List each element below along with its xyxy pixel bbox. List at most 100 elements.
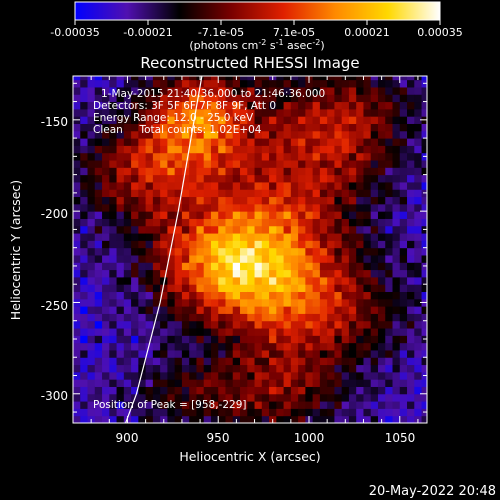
heatmap-cell [109,335,118,344]
heatmap-cell [138,306,147,314]
heatmap-cell [261,364,270,373]
heatmap-cell [138,247,147,256]
heatmap-cell [218,152,226,161]
heatmap-cell [181,174,190,183]
heatmap-cell [319,335,328,344]
heatmap-cell [73,349,81,358]
heatmap-cell [174,247,183,256]
heatmap-cell [116,379,125,387]
heatmap-cell [327,349,335,358]
heatmap-cell [218,174,226,183]
heatmap-cell [160,94,168,103]
heatmap-cell [385,408,394,417]
heatmap-cell [247,160,256,168]
heatmap-cell [102,196,110,205]
heatmap-cell [334,218,343,227]
heatmap-cell [377,196,386,205]
heatmap-cell [203,123,212,132]
heatmap-cell [385,313,394,322]
heatmap-cell [174,101,183,110]
heatmap-cell [356,196,364,205]
heatmap-cell [363,233,372,241]
heatmap-cell [421,145,427,154]
heatmap-cell [247,393,256,402]
heatmap-cell [87,269,96,278]
heatmap-cell [87,174,96,183]
heatmap-cell [218,196,226,205]
heatmap-cell [152,364,161,373]
heatmap-cell [87,247,96,256]
heatmap-cell [290,123,299,132]
heatmap-cell [269,328,277,336]
heatmap-cell [363,189,372,198]
heatmap-cell [102,181,110,190]
heatmap-cell [421,379,427,387]
heatmap-cell [392,291,401,300]
heatmap-cell [131,335,139,344]
heatmap-cell [283,364,292,373]
heatmap-cell [399,401,408,409]
heatmap-cell [73,364,81,373]
heatmap-cell [145,371,154,380]
heatmap-cell [377,108,386,117]
heatmap-cell [370,145,379,154]
heatmap-cell [392,76,401,81]
heatmap-cell [102,116,110,124]
heatmap-cell [305,152,314,161]
heatmap-cell [392,218,401,227]
heatmap-cell [305,240,314,249]
heatmap-cell [196,247,205,256]
heatmap-cell [363,211,372,219]
heatmap-cell [94,189,103,198]
heatmap-cell [94,218,103,227]
heatmap-cell [334,247,343,256]
heatmap-cell [261,291,270,300]
heatmap-cell [414,218,423,227]
heatmap-cell [102,108,110,117]
heatmap-cell [305,401,314,409]
heatmap-cell [334,306,343,314]
heatmap-cell [407,298,415,307]
heatmap-cell [356,320,364,329]
heatmap-cell [254,196,263,205]
heatmap-cell [196,276,205,285]
heatmap-cell [254,152,263,161]
heatmap-cell [116,349,125,358]
heatmap-cell [399,371,408,380]
heatmap-cell [334,320,343,329]
heatmap-cell [312,291,321,300]
heatmap-cell [138,145,147,154]
heatmap-cell [123,160,132,168]
heatmap-cell [290,298,299,307]
heatmap-cell [80,379,89,387]
heatmap-cell [377,167,386,176]
heatmap-cell [218,291,226,300]
heatmap-cell [152,160,161,168]
heatmap-cell [407,211,415,219]
heatmap-cell [174,328,183,336]
heatmap-cell [94,203,103,212]
heatmap-cell [298,174,306,183]
heatmap-cell [414,393,423,402]
heatmap-cell [283,291,292,300]
heatmap-cell [254,254,263,263]
heatmap-cell [327,218,335,227]
heatmap-cell [152,196,161,205]
heatmap-cell [218,393,226,402]
heatmap-cell [152,76,161,81]
heatmap-cell [145,342,154,351]
heatmap-cell [232,262,241,271]
heatmap-cell [123,328,132,336]
heatmap-cell [334,79,343,88]
heatmap-cell [254,401,263,409]
heatmap-cell [348,247,357,256]
heatmap-cell [334,225,343,234]
heatmap-cell [80,76,89,81]
heatmap-cell [218,203,226,212]
heatmap-cell [160,138,168,146]
heatmap-cell [363,408,372,417]
heatmap-cell [218,379,226,387]
heatmap-cell [87,145,96,154]
heatmap-cell [348,86,357,95]
heatmap-cell [269,284,277,293]
